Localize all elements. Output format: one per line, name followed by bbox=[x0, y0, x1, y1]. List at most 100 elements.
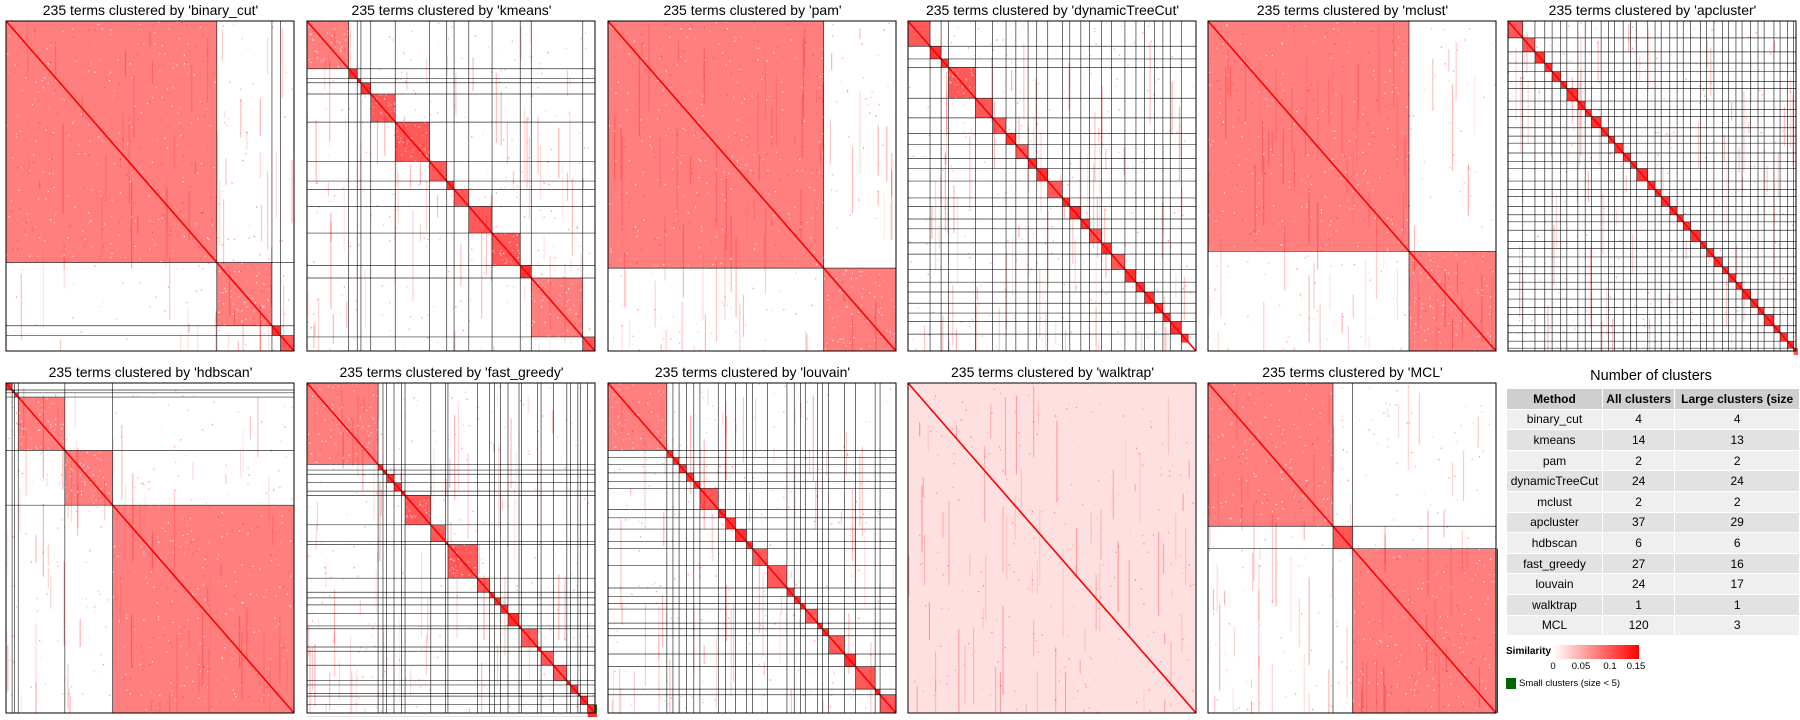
cluster-texture bbox=[39, 429, 41, 431]
similarity-cell bbox=[718, 552, 720, 555]
similarity-cell bbox=[1166, 131, 1168, 134]
similarity-cell bbox=[1178, 614, 1181, 617]
cluster-texture bbox=[731, 155, 734, 158]
similarity-cell bbox=[1481, 226, 1483, 228]
cluster-texture bbox=[473, 566, 475, 569]
similarity-cell bbox=[1188, 413, 1190, 416]
similarity-cell bbox=[329, 144, 331, 146]
cluster-texture bbox=[213, 167, 215, 169]
cluster-texture bbox=[408, 509, 410, 511]
similarity-cell bbox=[202, 268, 204, 270]
cluster-texture bbox=[642, 174, 644, 176]
similarity-cell bbox=[1029, 453, 1031, 455]
similarity-cell bbox=[175, 489, 177, 492]
similarity-cell bbox=[545, 523, 548, 525]
cluster-texture bbox=[157, 707, 160, 709]
similarity-cell bbox=[439, 238, 441, 241]
similarity-cell bbox=[1009, 23, 1011, 26]
similarity-cell bbox=[1469, 168, 1471, 170]
similarity-streak bbox=[267, 37, 269, 75]
cluster-texture bbox=[411, 516, 413, 518]
cluster-texture bbox=[327, 385, 330, 388]
similarity-cell bbox=[585, 47, 587, 50]
similarity-cell bbox=[1158, 509, 1160, 511]
cluster-texture bbox=[181, 517, 183, 520]
similarity-streak bbox=[512, 179, 515, 191]
similarity-cell bbox=[579, 131, 581, 134]
cluster-texture bbox=[408, 510, 410, 513]
similarity-cell bbox=[1146, 661, 1149, 663]
similarity-cell bbox=[661, 463, 664, 465]
cluster-texture bbox=[801, 169, 803, 172]
similarity-cell bbox=[389, 36, 391, 38]
similarity-cell bbox=[37, 472, 40, 475]
similarity-cell bbox=[181, 395, 183, 398]
cluster-texture bbox=[55, 423, 57, 426]
cluster-texture bbox=[627, 92, 629, 95]
similarity-cell bbox=[503, 538, 505, 541]
cluster-texture bbox=[74, 493, 76, 496]
cluster-texture bbox=[166, 651, 168, 653]
similarity-cell bbox=[102, 301, 105, 304]
cluster-texture bbox=[637, 230, 639, 232]
similarity-streak bbox=[396, 141, 398, 187]
cluster-texture bbox=[50, 219, 52, 221]
cluster-texture bbox=[961, 87, 964, 89]
cluster-texture bbox=[25, 234, 27, 236]
cluster-texture bbox=[702, 115, 704, 117]
similarity-cell bbox=[447, 439, 450, 441]
similarity-cell bbox=[10, 430, 13, 433]
cluster-texture bbox=[657, 79, 659, 82]
cluster-texture bbox=[140, 112, 143, 114]
similarity-cell bbox=[1711, 29, 1713, 31]
similarity-streak bbox=[483, 575, 485, 640]
similarity-cell bbox=[1508, 71, 1510, 73]
similarity-cell bbox=[579, 634, 581, 636]
cluster-texture bbox=[571, 329, 573, 332]
cluster-texture bbox=[48, 406, 51, 409]
cluster-texture bbox=[225, 613, 227, 615]
cluster-texture bbox=[1429, 297, 1432, 300]
cluster-texture bbox=[821, 47, 823, 50]
similarity-cell bbox=[1758, 87, 1760, 89]
similarity-cell bbox=[391, 39, 393, 41]
cluster-texture bbox=[402, 141, 404, 144]
similarity-cell bbox=[537, 654, 539, 656]
cluster-texture bbox=[126, 617, 128, 619]
similarity-cell bbox=[62, 464, 64, 466]
cluster-texture bbox=[1333, 28, 1335, 30]
cluster-texture bbox=[80, 491, 82, 493]
similarity-cell bbox=[820, 468, 822, 471]
cluster-texture bbox=[699, 160, 702, 162]
similarity-cell bbox=[73, 283, 75, 285]
similarity-cell bbox=[1073, 697, 1075, 699]
cluster-texture bbox=[375, 98, 377, 100]
cluster-texture bbox=[143, 43, 145, 45]
similarity-cell bbox=[752, 287, 754, 290]
cluster-texture bbox=[851, 313, 854, 315]
similarity-cell bbox=[923, 155, 926, 158]
similarity-streak bbox=[1451, 84, 1454, 172]
similarity-streak bbox=[625, 270, 627, 307]
cluster-texture bbox=[500, 249, 502, 252]
cluster-texture bbox=[182, 181, 184, 183]
similarity-cell bbox=[1563, 331, 1565, 333]
similarity-cell bbox=[977, 303, 980, 305]
similarity-cell bbox=[100, 654, 102, 656]
cluster-texture bbox=[187, 533, 189, 535]
similarity-cell bbox=[1010, 131, 1013, 134]
similarity-cell bbox=[990, 43, 992, 45]
similarity-cell bbox=[99, 306, 101, 308]
similarity-cell bbox=[348, 108, 350, 110]
similarity-cell bbox=[1508, 178, 1510, 180]
similarity-cell bbox=[1449, 167, 1451, 169]
similarity-cell bbox=[577, 665, 580, 667]
similarity-cell bbox=[1731, 193, 1733, 196]
cluster-texture bbox=[649, 136, 651, 138]
cluster-texture bbox=[1420, 279, 1422, 281]
similarity-cell bbox=[947, 127, 949, 130]
heatmap-panel-walktrap: 235 terms clustered by 'walktrap' bbox=[907, 362, 1198, 717]
similarity-cell bbox=[12, 406, 14, 409]
similarity-cell bbox=[500, 47, 502, 50]
cluster-texture bbox=[1455, 272, 1457, 274]
